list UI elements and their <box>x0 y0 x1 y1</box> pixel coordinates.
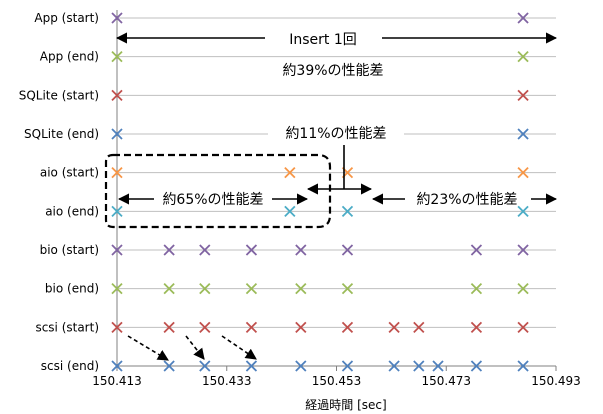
data-point <box>111 89 123 101</box>
x-tick-label: 150.433 <box>202 374 252 388</box>
x-tick-labels: 150.413 150.433 150.453 150.473 150.493 <box>92 374 581 388</box>
y-tick-label: SQLite (start) <box>19 88 99 102</box>
data-point <box>163 283 175 295</box>
scsi-arrow-1 <box>127 335 169 361</box>
scsi-arrow-2 <box>185 335 205 360</box>
data-point <box>341 244 354 256</box>
y-tick-label: aio (start) <box>40 166 99 180</box>
data-point <box>111 283 123 295</box>
scsi-arrow-3 <box>221 335 257 360</box>
data-point <box>111 128 123 140</box>
data-point <box>517 12 529 24</box>
sqlite-diff-label: 約11%の性能差 <box>285 126 386 142</box>
data-point <box>517 244 529 256</box>
data-point <box>284 167 296 179</box>
data-point <box>284 205 296 217</box>
data-point <box>163 321 175 333</box>
x-tick-label: 150.493 <box>531 374 581 388</box>
data-point <box>470 244 483 256</box>
data-point <box>295 360 307 372</box>
data-point <box>295 321 307 333</box>
app-diff-label: 約39%の性能差 <box>282 63 383 79</box>
data-point <box>245 244 258 256</box>
data-point <box>245 321 258 333</box>
data-point <box>199 321 211 333</box>
data-point <box>111 205 123 217</box>
data-point <box>199 360 211 372</box>
x-axis-title: 経過時間 [sec] <box>305 398 386 412</box>
data-point <box>517 321 529 333</box>
aio-left-label: 約65%の性能差 <box>162 192 263 208</box>
y-tick-label: aio (end) <box>45 204 99 218</box>
data-point <box>517 360 529 372</box>
data-point <box>341 283 354 295</box>
data-point <box>470 321 483 333</box>
axes <box>116 10 557 371</box>
y-tick-label: App (start) <box>34 11 99 25</box>
data-point <box>388 360 400 372</box>
data-point <box>470 360 483 372</box>
y-tick-labels: App (start) App (end) SQLite (start) SQLite… <box>19 11 99 373</box>
data-point <box>111 321 123 333</box>
data-point <box>517 205 529 217</box>
y-tick-label: scsi (start) <box>35 320 99 334</box>
data-point <box>517 89 529 101</box>
data-point <box>199 244 211 256</box>
data-point <box>413 360 425 372</box>
data-point <box>470 283 483 295</box>
y-tick-label: App (end) <box>40 50 99 64</box>
data-point <box>245 283 258 295</box>
x-tick-label: 150.453 <box>312 374 362 388</box>
data-point <box>111 51 123 63</box>
data-point <box>245 360 258 372</box>
data-point <box>111 244 123 256</box>
data-point <box>388 321 400 333</box>
y-tick-label: scsi (end) <box>41 359 99 373</box>
data-point <box>341 360 354 372</box>
data-point <box>517 51 529 63</box>
aio-dashed-box <box>104 153 332 229</box>
y-tick-label: bio (start) <box>40 243 99 257</box>
data-point <box>163 244 175 256</box>
annotations: Insert 1回 約39%の性能差 約11%の性能差 約65%の性能差 約23… <box>104 28 558 361</box>
data-point <box>111 360 123 372</box>
data-point <box>295 283 307 295</box>
data-point <box>517 128 529 140</box>
x-tick-label: 150.413 <box>92 374 142 388</box>
data-point <box>413 321 425 333</box>
y-tick-label: SQLite (end) <box>24 127 99 141</box>
data-point <box>517 167 529 179</box>
data-point <box>517 283 529 295</box>
data-point <box>111 167 123 179</box>
y-tick-label: bio (end) <box>45 282 99 296</box>
insert-label: Insert 1回 <box>289 32 357 48</box>
aio-right-label: 約23%の性能差 <box>416 192 517 208</box>
data-point <box>111 12 123 24</box>
data-point <box>199 283 211 295</box>
data-point <box>432 360 444 372</box>
data-point <box>341 205 354 217</box>
data-point <box>163 360 175 372</box>
x-tick-label: 150.473 <box>421 374 471 388</box>
data-point <box>295 244 307 256</box>
data-marks <box>111 12 529 372</box>
data-point <box>341 321 354 333</box>
